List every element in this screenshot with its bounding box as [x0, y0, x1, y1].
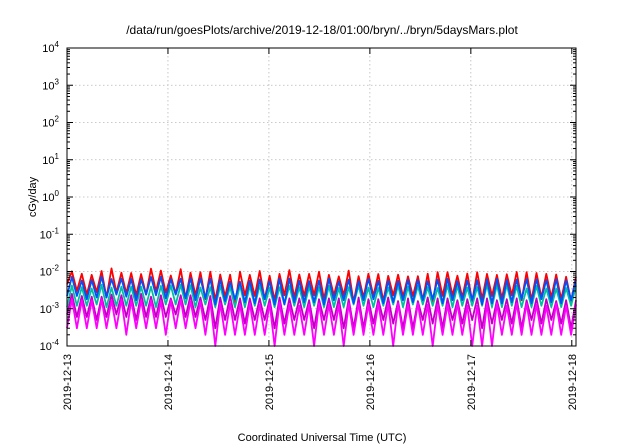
- x-tick-label: 2019-12-18: [567, 354, 579, 410]
- data-series-line: [66, 298, 577, 347]
- ticks: 10-4 10-3 10-2 10-1 100 101 102 103 104 2019-12-1…: [40, 40, 579, 410]
- x-axis-label: Coordinated Universal Time (UTC): [238, 432, 407, 444]
- x-tick-label: 2019-12-14: [163, 354, 175, 410]
- x-tick-label: 2019-12-17: [466, 354, 478, 410]
- y-tick-label: 10-3: [40, 301, 60, 316]
- chart-title: /data/run/goesPlots/archive/2019-12-18/0…: [126, 23, 518, 37]
- y-tick-label: 104: [42, 40, 59, 55]
- y-tick-label: 102: [42, 115, 59, 130]
- y-tick-label: 10-2: [40, 264, 60, 279]
- series-layer: [66, 267, 577, 347]
- y-axis-label: cGy/day: [27, 176, 39, 217]
- data-series-line: [66, 275, 577, 306]
- y-tick-label: 10-1: [40, 226, 60, 241]
- x-tick-label: 2019-12-15: [264, 354, 276, 410]
- y-tick-label: 10-4: [40, 338, 60, 353]
- x-tick-label: 2019-12-13: [62, 354, 74, 410]
- x-tick-label: 2019-12-16: [365, 354, 377, 410]
- y-tick-label: 100: [42, 189, 59, 204]
- data-series-line: [66, 267, 577, 306]
- y-tick-label: 101: [42, 152, 59, 167]
- y-tick-label: 103: [42, 77, 59, 92]
